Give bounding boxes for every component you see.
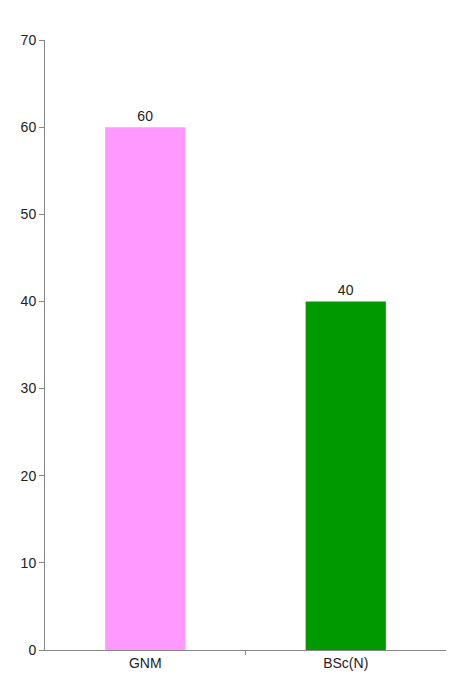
svg-text:60: 60 — [21, 119, 37, 135]
svg-text:GNM: GNM — [129, 655, 162, 671]
svg-text:70: 70 — [21, 32, 37, 48]
svg-text:0: 0 — [28, 642, 36, 658]
svg-text:50: 50 — [21, 206, 37, 222]
svg-text:20: 20 — [21, 468, 37, 484]
svg-text:40: 40 — [21, 293, 37, 309]
svg-text:60: 60 — [137, 108, 153, 124]
svg-text:30: 30 — [21, 380, 37, 396]
svg-text:40: 40 — [338, 282, 354, 298]
svg-text:10: 10 — [21, 555, 37, 571]
svg-text:BSc(N): BSc(N) — [323, 655, 368, 671]
